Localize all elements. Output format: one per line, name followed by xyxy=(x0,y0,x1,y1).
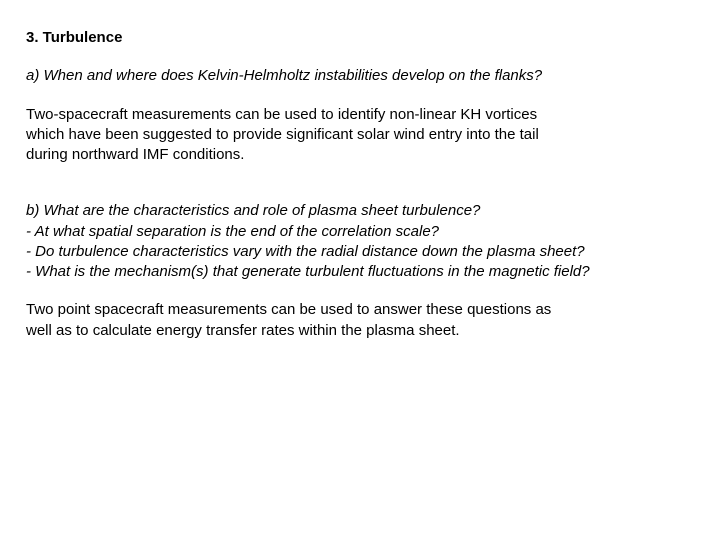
question-b: b) What are the characteristics and role… xyxy=(26,201,694,282)
text-line: Two-spacecraft measurements can be used … xyxy=(26,106,537,123)
section-heading: 3. Turbulence xyxy=(26,28,694,48)
text-line: which have been suggested to provide sig… xyxy=(26,126,539,143)
text-line: Two point spacecraft measurements can be… xyxy=(26,301,551,318)
paragraph-b: Two point spacecraft measurements can be… xyxy=(26,300,694,341)
question-a: a) When and where does Kelvin-Helmholtz … xyxy=(26,66,694,86)
text-line: well as to calculate energy transfer rat… xyxy=(26,322,460,339)
question-b-sub2: - Do turbulence characteristics vary wit… xyxy=(26,242,694,262)
paragraph-a: Two-spacecraft measurements can be used … xyxy=(26,105,694,166)
question-b-sub1: - At what spatial separation is the end … xyxy=(26,222,694,242)
question-b-sub3: - What is the mechanism(s) that generate… xyxy=(26,262,694,282)
text-line: during northward IMF conditions. xyxy=(26,146,244,163)
question-b-main: b) What are the characteristics and role… xyxy=(26,201,694,221)
